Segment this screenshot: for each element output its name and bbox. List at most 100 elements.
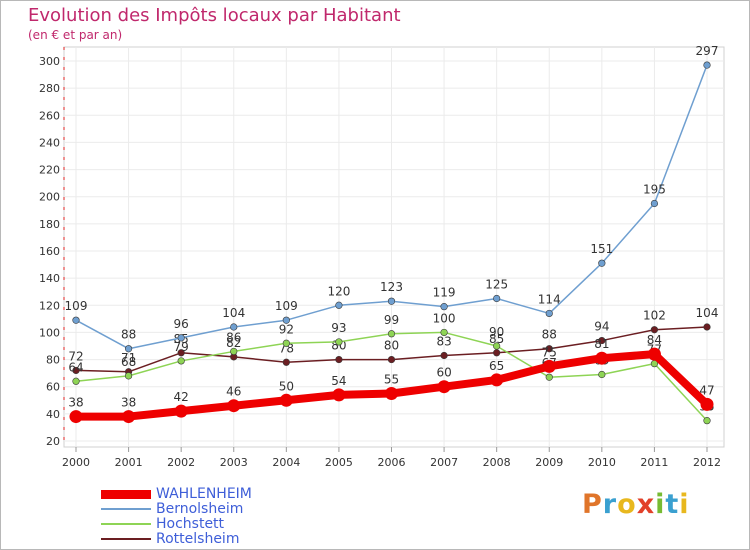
data-label-wahlenheim: 47 xyxy=(699,383,714,397)
logo-letter: r xyxy=(602,489,618,520)
data-point-hochstett xyxy=(493,342,501,350)
y-tick-label: 200 xyxy=(39,191,60,204)
data-label-bernolsheim: 88 xyxy=(121,328,136,342)
data-label-wahlenheim: 38 xyxy=(68,396,83,410)
x-tick-label: 2001 xyxy=(115,456,143,469)
data-point-hochstett xyxy=(545,373,553,381)
data-point-hochstett xyxy=(282,339,290,347)
data-label-bernolsheim: 114 xyxy=(538,292,561,306)
x-tick-label: 2000 xyxy=(62,456,90,469)
data-point-wahlenheim xyxy=(542,359,556,373)
data-label-bernolsheim: 120 xyxy=(327,284,350,298)
y-tick-label: 40 xyxy=(46,408,60,421)
data-point-wahlenheim xyxy=(69,410,83,424)
y-tick-label: 120 xyxy=(39,299,60,312)
data-label-rottelsheim: 72 xyxy=(68,349,83,363)
y-tick-label: 180 xyxy=(39,218,60,231)
data-point-rottelsheim xyxy=(703,323,711,331)
data-point-bernolsheim xyxy=(545,309,553,318)
legend-label-bernolsheim: Bernolsheim xyxy=(156,501,244,517)
legend-swatch-rottelsheim xyxy=(101,538,151,540)
data-label-bernolsheim: 151 xyxy=(590,242,613,256)
data-label-hochstett: 99 xyxy=(384,313,399,327)
data-label-rottelsheim: 85 xyxy=(489,332,504,346)
y-tick-label: 140 xyxy=(39,272,60,285)
data-point-wahlenheim xyxy=(227,399,241,413)
data-label-wahlenheim: 60 xyxy=(436,366,451,380)
data-point-hochstett xyxy=(387,330,396,338)
data-label-bernolsheim: 119 xyxy=(433,286,456,300)
data-label-hochstett: 90 xyxy=(489,325,504,339)
logo-letter: x xyxy=(636,489,656,520)
data-label-bernolsheim: 297 xyxy=(696,44,719,58)
logo-letter: t xyxy=(665,489,680,520)
data-point-rottelsheim xyxy=(282,358,290,366)
data-label-hochstett: 93 xyxy=(331,321,346,335)
data-point-bernolsheim xyxy=(650,199,659,208)
x-tick-label: 2009 xyxy=(535,456,563,469)
data-point-hochstett xyxy=(72,377,80,385)
data-label-wahlenheim: 55 xyxy=(384,373,399,387)
data-label-hochstett: 92 xyxy=(279,322,294,336)
data-point-hochstett xyxy=(230,347,238,356)
legend-swatch-bernolsheim xyxy=(101,508,151,510)
data-label-bernolsheim: 195 xyxy=(643,183,666,197)
data-label-hochstett: 68 xyxy=(121,355,136,369)
x-tick-label: 2004 xyxy=(272,456,300,469)
chart-subtitle: (en € et par an) xyxy=(28,28,123,42)
data-point-hochstett xyxy=(177,357,185,365)
data-label-rottelsheim: 88 xyxy=(542,328,557,342)
data-label-wahlenheim: 81 xyxy=(594,337,609,351)
y-tick-label: 60 xyxy=(46,381,60,394)
data-label-rottelsheim: 102 xyxy=(643,309,666,323)
data-point-bernolsheim xyxy=(124,345,133,353)
data-point-rottelsheim xyxy=(493,349,501,357)
x-tick-label: 2007 xyxy=(430,456,458,469)
x-tick-label: 2005 xyxy=(325,456,353,469)
x-tick-label: 2002 xyxy=(167,456,195,469)
data-point-bernolsheim xyxy=(703,61,711,69)
data-label-rottelsheim: 104 xyxy=(696,306,719,320)
logo-letter: P xyxy=(582,489,603,520)
data-point-wahlenheim xyxy=(385,387,398,400)
data-point-rottelsheim xyxy=(650,326,659,334)
data-label-wahlenheim: 38 xyxy=(121,396,136,410)
data-point-wahlenheim xyxy=(122,410,136,424)
legend-label-hochstett: Hochstett xyxy=(156,516,225,532)
data-label-rottelsheim: 80 xyxy=(384,339,399,353)
data-point-bernolsheim xyxy=(440,303,448,311)
data-point-wahlenheim xyxy=(279,393,293,407)
data-point-bernolsheim xyxy=(493,294,501,303)
data-point-rottelsheim xyxy=(177,349,185,357)
data-label-bernolsheim: 123 xyxy=(380,280,403,294)
y-tick-label: 220 xyxy=(39,164,60,177)
data-label-rottelsheim: 78 xyxy=(279,341,294,355)
logo-letter: o xyxy=(617,489,637,520)
data-point-wahlenheim xyxy=(647,347,661,361)
data-point-rottelsheim xyxy=(387,355,396,364)
x-tick-label: 2012 xyxy=(693,456,721,469)
x-tick-label: 2010 xyxy=(588,456,616,469)
y-tick-label: 80 xyxy=(46,354,60,367)
data-point-wahlenheim xyxy=(332,388,346,402)
data-point-bernolsheim xyxy=(230,323,238,331)
legend-label-wahlenheim: WAHLENHEIM xyxy=(156,486,252,502)
data-point-wahlenheim xyxy=(174,404,188,418)
data-label-wahlenheim: 65 xyxy=(489,359,504,373)
data-point-hochstett xyxy=(598,370,606,379)
data-label-rottelsheim: 83 xyxy=(436,335,451,349)
data-label-wahlenheim: 46 xyxy=(226,385,241,399)
data-point-bernolsheim xyxy=(598,259,606,267)
data-label-wahlenheim: 84 xyxy=(647,333,662,347)
plot-area xyxy=(63,46,725,448)
data-point-bernolsheim xyxy=(387,297,396,305)
data-label-hochstett: 64 xyxy=(68,360,83,374)
data-label-hochstett: 86 xyxy=(226,330,241,344)
data-point-rottelsheim xyxy=(440,351,448,360)
data-label-wahlenheim: 54 xyxy=(331,374,346,388)
data-point-hochstett xyxy=(703,417,711,425)
data-label-hochstett: 100 xyxy=(433,311,456,325)
x-tick-label: 2003 xyxy=(220,456,248,469)
data-point-bernolsheim xyxy=(72,316,80,324)
